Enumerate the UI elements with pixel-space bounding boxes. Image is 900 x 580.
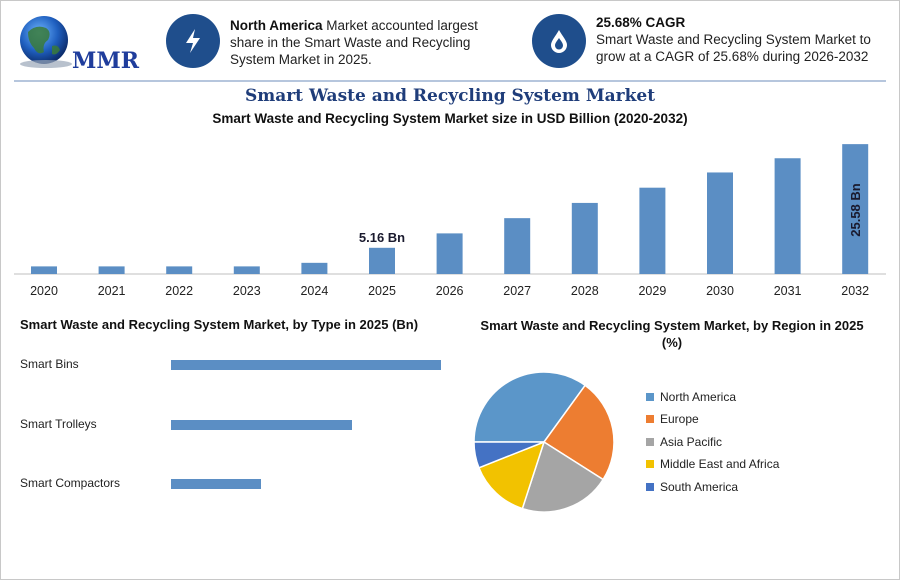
x-tick-label: 2022: [165, 284, 193, 298]
bar-2031: [774, 158, 801, 274]
x-tick-label: 2026: [436, 284, 464, 298]
type-label: Smart Compactors: [20, 476, 121, 490]
type-label: Smart Trolleys: [20, 417, 97, 431]
type-label: Smart Bins: [20, 357, 79, 371]
info-bold-1: North America: [230, 18, 323, 33]
lightning-icon: [186, 29, 200, 53]
x-tick-label: 2021: [98, 284, 126, 298]
type-chart-title: Smart Waste and Recycling System Market,…: [20, 317, 419, 332]
legend-swatch: [646, 415, 654, 423]
region-title-line2: (%): [661, 335, 683, 350]
bar-chart-title: Smart Waste and Recycling System Market …: [212, 111, 688, 126]
data-label-2025: 5.16 Bn: [359, 230, 405, 245]
legend-item: Middle East and Africa: [646, 457, 779, 471]
x-tick-label: 2025: [368, 284, 396, 298]
bar-2028: [571, 202, 598, 274]
region-pie-chart: [473, 371, 615, 513]
x-tick-label: 2029: [638, 284, 666, 298]
bar-2026: [436, 233, 463, 274]
bar-2022: [166, 266, 193, 274]
legend-item: Europe: [646, 412, 699, 426]
market-size-bar-chart: 2020 2021 2022 2023 2024 2025 2026 2027 2028 2029…: [14, 144, 886, 298]
info-rest-2: Smart Waste and Recycling System Market …: [596, 32, 871, 64]
region-chart-title: Smart Waste and Recycling System Market,…: [462, 317, 882, 351]
bar-2021: [98, 266, 125, 274]
legend-item: North America: [646, 390, 736, 404]
info-bold-2: 25.68% CAGR: [596, 15, 686, 30]
legend-swatch: [646, 460, 654, 468]
info-icon-circle-1: [166, 14, 220, 68]
x-tick-label: 2023: [233, 284, 261, 298]
pie-slice-south-america: [473, 441, 545, 469]
mmr-logo: MMR: [20, 16, 140, 74]
svg-text:MMR: MMR: [72, 48, 140, 74]
x-tick-label: 2024: [300, 284, 328, 298]
main-title: Smart Waste and Recycling System Market: [244, 86, 656, 106]
region-title-line1: Smart Waste and Recycling System Market,…: [480, 318, 864, 333]
legend-label: Europe: [660, 412, 699, 426]
bar-2030: [707, 172, 733, 274]
x-tick-label: 2031: [774, 284, 802, 298]
pie-slice-middle-east-and-africa: [477, 440, 546, 510]
legend-label: North America: [660, 390, 737, 404]
bar-2020: [31, 266, 57, 274]
info-icon-circle-2: [532, 14, 586, 68]
legend-swatch: [646, 393, 654, 401]
x-tick-label: 2028: [571, 284, 599, 298]
legend-label: South America: [660, 480, 739, 494]
bar-2032: [842, 144, 869, 274]
bar-2027: [504, 218, 531, 274]
pie-slice-north-america: [473, 371, 587, 443]
x-tick-label: 2030: [706, 284, 734, 298]
legend-item: Asia Pacific: [646, 435, 722, 449]
legend-swatch: [646, 438, 654, 446]
type-bar: [171, 420, 352, 430]
legend-item: South America: [646, 480, 738, 494]
legend-label: Asia Pacific: [660, 435, 723, 449]
legend-label: Middle East and Africa: [660, 457, 780, 471]
type-bar: [171, 360, 441, 370]
info-text-2: 25.68% CAGR Smart Waste and Recycling Sy…: [596, 14, 886, 65]
header-divider: [14, 80, 886, 82]
bar-2024: [301, 262, 328, 274]
bar-2023: [233, 266, 260, 274]
x-tick-label: 2032: [841, 284, 869, 298]
x-tick-label: 2020: [30, 284, 58, 298]
drop-icon: [551, 30, 567, 53]
type-bar: [171, 479, 262, 489]
pie-slice-asia-pacific: [521, 440, 605, 513]
x-tick-label: 2027: [503, 284, 531, 298]
info-text-1: North America Market accounted largest s…: [230, 17, 500, 68]
bar-2029: [639, 187, 666, 274]
bar-2025: [369, 247, 395, 274]
info-rest-1: Market accounted largest share in the Sm…: [230, 18, 478, 67]
pie-slice-europe: [542, 384, 615, 481]
legend-swatch: [646, 483, 654, 491]
data-label-2032: 25.58 Bn: [848, 183, 863, 237]
